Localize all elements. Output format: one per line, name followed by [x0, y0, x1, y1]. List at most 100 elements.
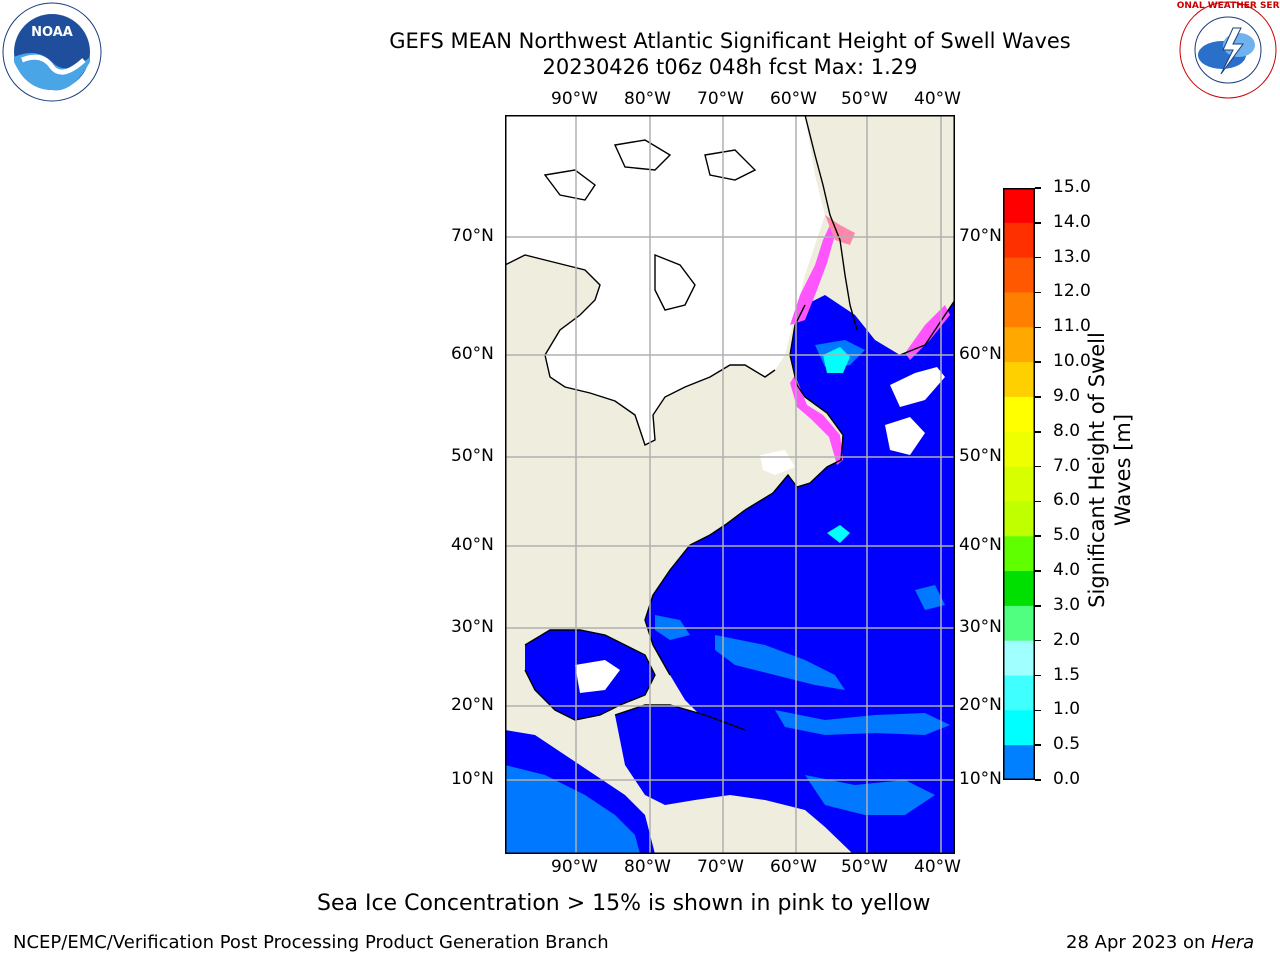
colorbar-swatch — [1003, 222, 1035, 259]
colorbar-swatches — [1003, 188, 1035, 781]
colorbar-swatch — [1003, 571, 1035, 607]
colorbar-tick — [1035, 605, 1041, 607]
arctic-white-region — [505, 115, 825, 445]
colorbar-tick-label: 12.0 — [1053, 281, 1091, 302]
sea-ice-greenland-east — [905, 305, 950, 360]
credit-left: NCEP/EMC/Verification Post Processing Pr… — [13, 932, 609, 953]
lat-label-right-30n: 30°N — [959, 617, 1002, 637]
lat-label-right-50n: 50°N — [959, 446, 1002, 466]
nws-logo: NATIONAL WEATHER SERVICE — [1153, 0, 1280, 100]
lat-label-left-20n: 20°N — [451, 695, 494, 715]
colorbar-swatch — [1003, 710, 1035, 746]
colorbar-swatch — [1003, 292, 1035, 328]
colorbar-swatch — [1003, 362, 1035, 398]
colorbar-swatch — [1003, 501, 1035, 537]
sea-ice-labrador — [790, 375, 843, 465]
atlantic-band-5 — [915, 585, 945, 610]
colorbar-tick-label: 6.0 — [1053, 490, 1081, 511]
colorbar-tick-label: 3.0 — [1053, 594, 1081, 615]
colorbar-tick-label: 13.0 — [1053, 246, 1091, 267]
white-patch-2 — [885, 417, 925, 455]
atlantic-band-3 — [805, 775, 935, 815]
colorbar-tick — [1035, 256, 1041, 259]
graticule — [505, 115, 955, 854]
colorbar-title-line-1: Significant Height of Swell — [1085, 332, 1109, 608]
colorbar-swatch — [1003, 396, 1035, 433]
lon-label-top-90w: 90°W — [551, 89, 598, 109]
colorbar-frame — [1003, 188, 1035, 780]
lat-label-right-60n: 60°N — [959, 344, 1002, 364]
colorbar-tick-label: 4.0 — [1053, 560, 1081, 581]
lon-label-top-60w: 60°W — [770, 89, 817, 109]
colorbar-swatch — [1003, 257, 1035, 293]
lon-label-bottom-70w: 70°W — [697, 857, 744, 877]
credit-host: Hera — [1211, 932, 1255, 953]
colorbar-tick-label: 5.0 — [1053, 525, 1081, 546]
colorbar-tick — [1035, 396, 1041, 398]
colorbar-tick — [1035, 779, 1041, 781]
colorbar-tick — [1035, 500, 1041, 503]
lon-label-top-50w: 50°W — [841, 89, 888, 109]
lon-label-top-70w: 70°W — [697, 89, 744, 109]
noaa-logo: NOAA — [2, 2, 102, 102]
lat-label-right-40n: 40°N — [959, 535, 1002, 555]
colorbar-swatch — [1003, 536, 1035, 572]
colorbar-tick-label: 11.0 — [1053, 316, 1091, 337]
colorbar-tick-label: 14.0 — [1053, 211, 1091, 232]
colorbar-swatch — [1003, 675, 1035, 711]
swell-height-map — [504, 114, 956, 854]
atlantic-peak — [827, 525, 850, 543]
lat-label-right-10n: 10°N — [959, 769, 1002, 789]
colorbar-tick — [1035, 570, 1041, 572]
lon-label-bottom-80w: 80°W — [624, 857, 671, 877]
title-line-1: GEFS MEAN Northwest Atlantic Significant… — [389, 29, 1071, 53]
colorbar-tick-label: 1.5 — [1053, 664, 1081, 685]
lat-label-left-50n: 50°N — [451, 446, 494, 466]
colorbar-tick — [1035, 639, 1041, 642]
colorbar-tick — [1035, 326, 1041, 329]
pacific-mid-band — [505, 765, 640, 854]
colorbar-tick — [1035, 361, 1041, 363]
lon-label-top-40w: 40°W — [914, 89, 961, 109]
colorbar-tick-label: 7.0 — [1053, 455, 1081, 476]
atlantic-band-2 — [775, 710, 950, 735]
colorbar-tick — [1035, 744, 1041, 746]
coastlines — [504, 114, 956, 731]
lon-label-bottom-50w: 50°W — [841, 857, 888, 877]
colorbar-tick — [1035, 187, 1041, 189]
atlantic-band-1 — [715, 635, 845, 690]
map-frame — [505, 115, 955, 854]
colorbar-tick — [1035, 291, 1041, 294]
colorbar-tick-label: 0.0 — [1053, 769, 1081, 789]
colorbar-tick — [1035, 709, 1041, 712]
noaa-logo-text: NOAA — [31, 25, 73, 40]
lat-label-left-70n: 70°N — [451, 226, 494, 246]
colorbar-tick-label: 0.5 — [1053, 734, 1081, 755]
colorbar-tick-label: 15.0 — [1053, 177, 1091, 197]
colorbar-tick-label: 9.0 — [1053, 385, 1081, 406]
sea-ice-note: Sea Ice Concentration > 15% is shown in … — [317, 891, 931, 916]
colorbar-swatch — [1003, 605, 1035, 642]
colorbar-swatch — [1003, 640, 1035, 677]
lat-label-left-40n: 40°N — [451, 535, 494, 555]
colorbar-tick-label: 8.0 — [1053, 420, 1081, 441]
credit-date: 28 Apr 2023 on — [1066, 932, 1212, 953]
nws-logo-text: NATIONAL WEATHER SERVICE — [1177, 1, 1280, 11]
colorbar-tick — [1035, 222, 1041, 224]
caribbean-sea — [615, 705, 825, 810]
lat-label-right-20n: 20°N — [959, 695, 1002, 715]
lat-label-right-70n: 70°N — [959, 226, 1002, 246]
colorbar — [1003, 188, 1035, 781]
lon-label-top-80w: 80°W — [624, 89, 671, 109]
colorbar-swatch — [1003, 327, 1035, 363]
colorbar-swatch — [1003, 466, 1035, 502]
credit-right: 28 Apr 2023 on Hera — [1066, 932, 1254, 953]
colorbar-swatch — [1003, 745, 1035, 781]
lon-label-bottom-60w: 60°W — [770, 857, 817, 877]
lat-label-left-30n: 30°N — [451, 617, 494, 637]
white-patch-1 — [890, 367, 945, 407]
greenland-land — [805, 115, 955, 355]
colorbar-tick-label: 10.0 — [1053, 351, 1091, 372]
lat-label-left-10n: 10°N — [451, 769, 494, 789]
lon-label-bottom-90w: 90°W — [551, 857, 598, 877]
